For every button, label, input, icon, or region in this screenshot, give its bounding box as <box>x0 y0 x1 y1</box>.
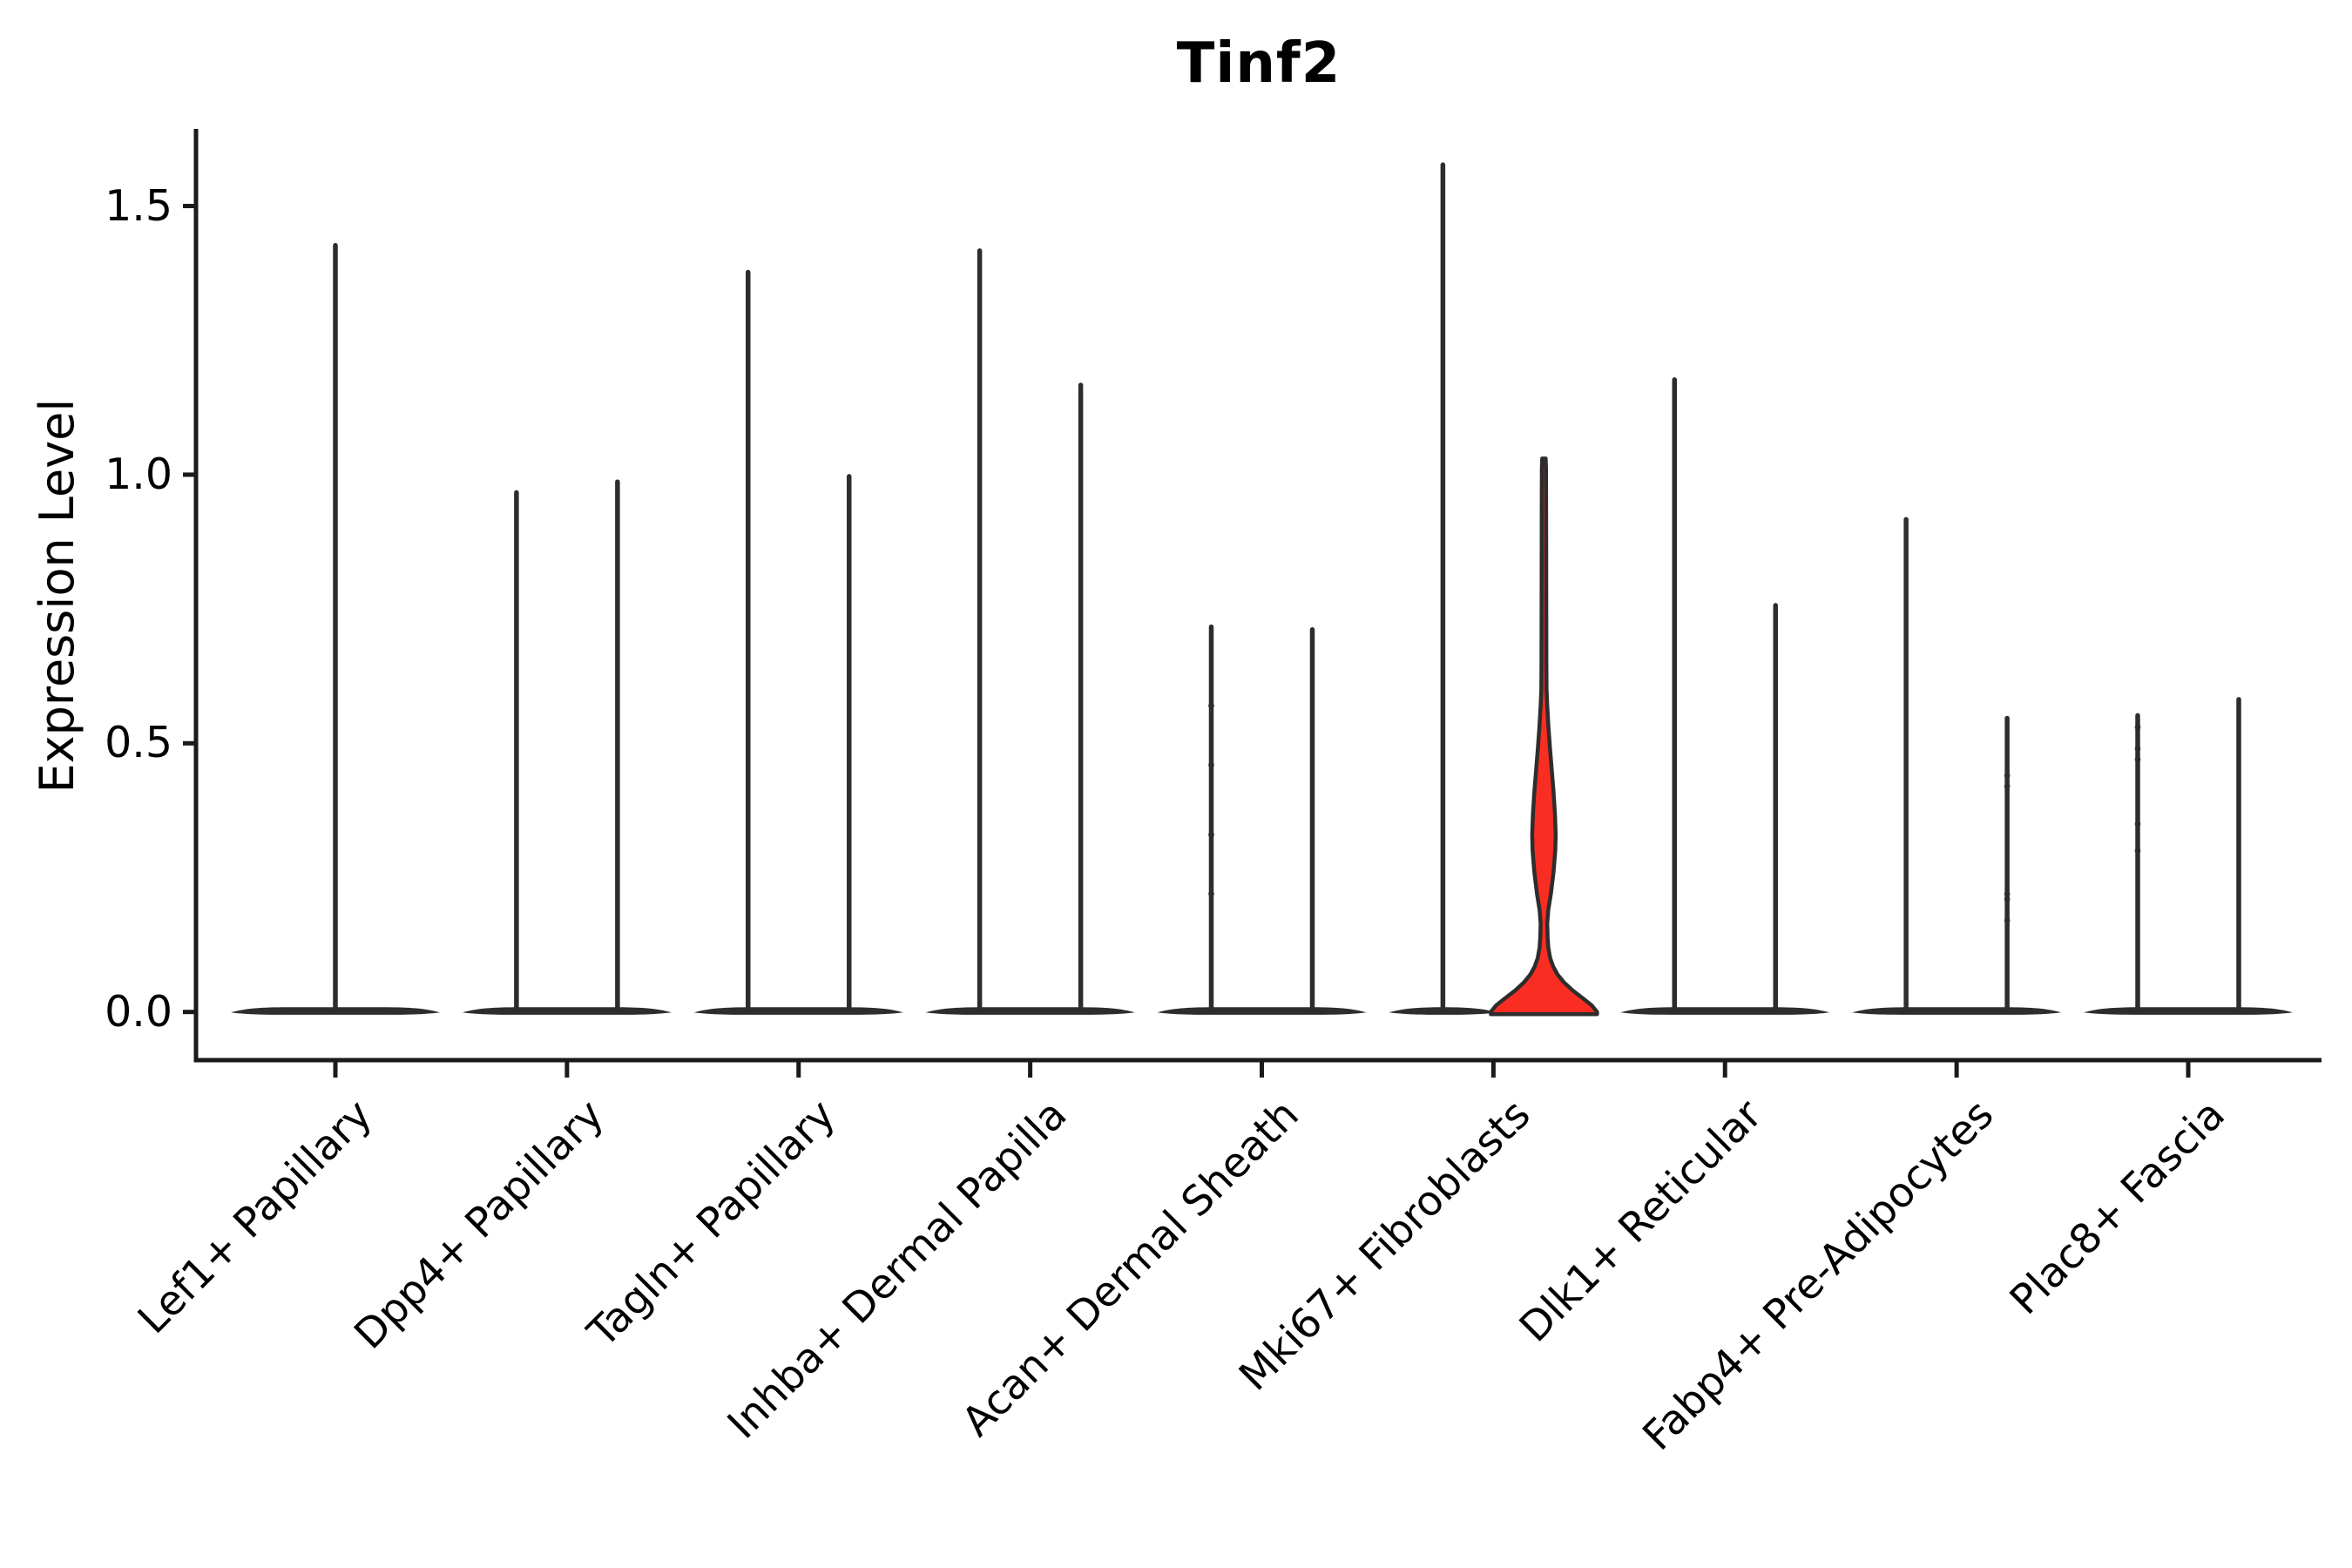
expression-point <box>1208 831 1214 838</box>
expression-point <box>2004 772 2011 779</box>
expression-point <box>2004 917 2011 924</box>
expression-point <box>1208 761 1214 768</box>
expression-point <box>2134 821 2141 828</box>
violin-zero-base <box>2084 1007 2293 1015</box>
expression-point <box>2134 756 2141 763</box>
expression-point <box>2004 896 2011 902</box>
expression-point <box>2134 746 2141 752</box>
violin-zero-base <box>462 1007 672 1015</box>
expression-point <box>2134 848 2141 855</box>
expression-point <box>2134 724 2141 731</box>
expression-point <box>2004 783 2011 790</box>
y-tick-label: 0.0 <box>105 986 172 1037</box>
y-tick-label: 0.5 <box>105 718 172 768</box>
highlighted-violin-body <box>1489 456 1599 1017</box>
violin-zero-base <box>1620 1007 1830 1015</box>
plot-title: Tinf2 <box>1176 31 1342 96</box>
expression-point <box>1208 702 1214 709</box>
violin-zero-base <box>1157 1007 1367 1015</box>
violin-zero-base <box>1852 1007 2062 1015</box>
violin-zero-base <box>925 1007 1135 1015</box>
expression-point <box>1208 890 1214 897</box>
y-tick-label: 1.0 <box>105 449 172 499</box>
violin-zero-base <box>693 1007 903 1015</box>
y-tick-label: 1.5 <box>105 180 172 231</box>
expression-point <box>2004 890 2011 897</box>
